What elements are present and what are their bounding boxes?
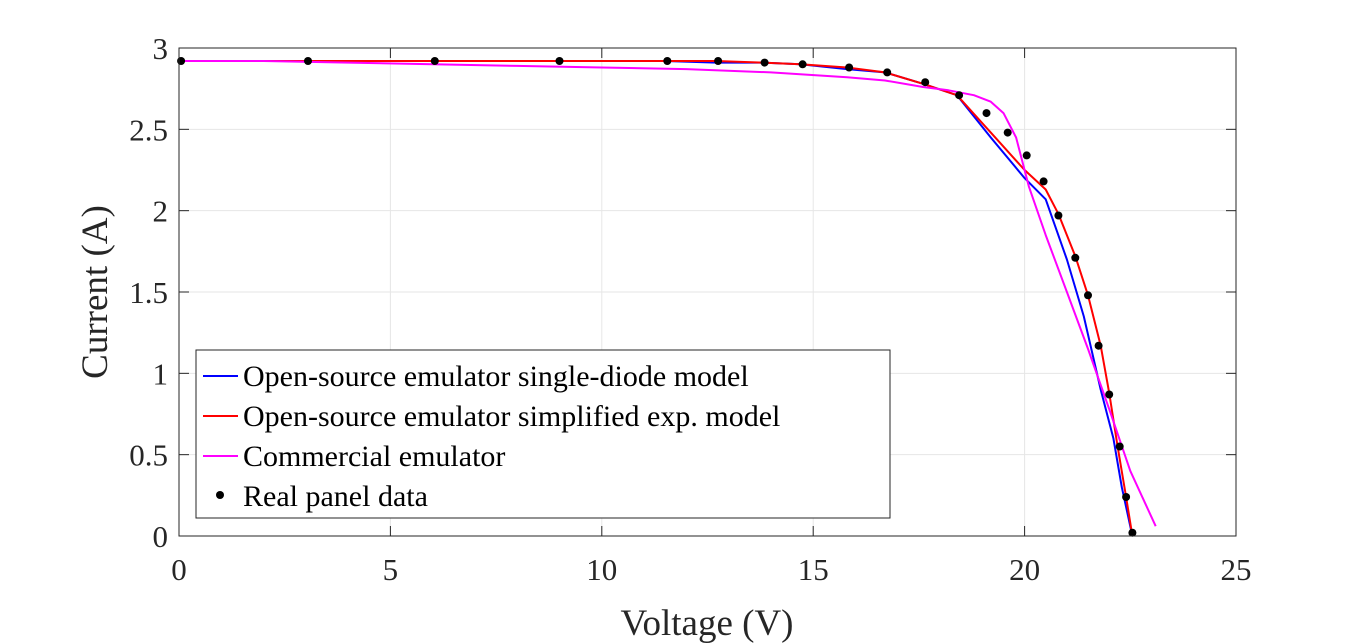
x-tick-label: 25 (1221, 552, 1252, 587)
real-panel-data-point (714, 57, 723, 65)
x-tick-label: 0 (171, 552, 187, 587)
real-panel-data-point (798, 60, 807, 69)
y-tick-label: 3 (153, 31, 169, 66)
real-panel-data-point (1105, 390, 1114, 399)
real-panel-data-point (177, 57, 186, 65)
real-panel-data-point (1128, 528, 1137, 537)
real-panel-data-point (921, 78, 930, 87)
y-tick-label: 2 (153, 194, 169, 229)
real-panel-data-point (1054, 211, 1063, 220)
legend-label-commercial: Commercial emulator (243, 440, 505, 473)
y-tick-label: 1.5 (129, 275, 168, 310)
real-panel-data-point (1094, 341, 1103, 350)
y-axis-label: Current (A) (75, 205, 116, 379)
series-line-commercial (179, 60, 1157, 527)
plot-series (177, 57, 1157, 537)
real-panel-data-point (1022, 151, 1031, 160)
real-panel-data-point (760, 58, 769, 67)
real-panel-data-point (982, 109, 991, 118)
y-tick-label: 1 (153, 356, 169, 391)
real-panel-data-point (1115, 442, 1124, 451)
real-panel-data-point (430, 57, 439, 65)
real-panel-data-point (1039, 177, 1048, 186)
real-panel-data-point (955, 91, 964, 100)
legend-label-single-diode: Open-source emulator single-diode model (243, 360, 749, 393)
axis-ticks: 0 5 10 15 20 25 0 0.5 1 1.5 2 2.5 3 (129, 31, 1251, 587)
real-panel-data-point (883, 68, 892, 77)
y-tick-label: 0 (153, 519, 169, 554)
real-panel-data-point (1084, 291, 1092, 300)
x-tick-label: 20 (1009, 552, 1040, 587)
x-tick-label: 15 (798, 552, 829, 587)
x-axis-label: Voltage (V) (621, 603, 794, 643)
legend: Open-source emulator single-diode model … (195, 349, 891, 519)
legend-marker-real-panel (216, 491, 224, 499)
legend-box (195, 349, 891, 519)
real-panel-data-point (663, 57, 672, 65)
x-tick-label: 10 (586, 552, 617, 587)
real-panel-data-point (555, 57, 564, 65)
legend-label-real-panel: Real panel data (243, 480, 428, 513)
real-panel-data-point (1003, 128, 1012, 137)
real-panel-data-point (845, 63, 854, 72)
real-panel-data-point (304, 57, 312, 65)
y-tick-label: 2.5 (129, 112, 168, 147)
legend-label-simplified-exp: Open-source emulator simplified exp. mod… (243, 400, 780, 433)
real-panel-data-point (1122, 493, 1131, 501)
y-tick-label: 0.5 (129, 438, 168, 473)
x-tick-label: 5 (383, 552, 399, 587)
real-panel-data-point (1071, 253, 1080, 262)
